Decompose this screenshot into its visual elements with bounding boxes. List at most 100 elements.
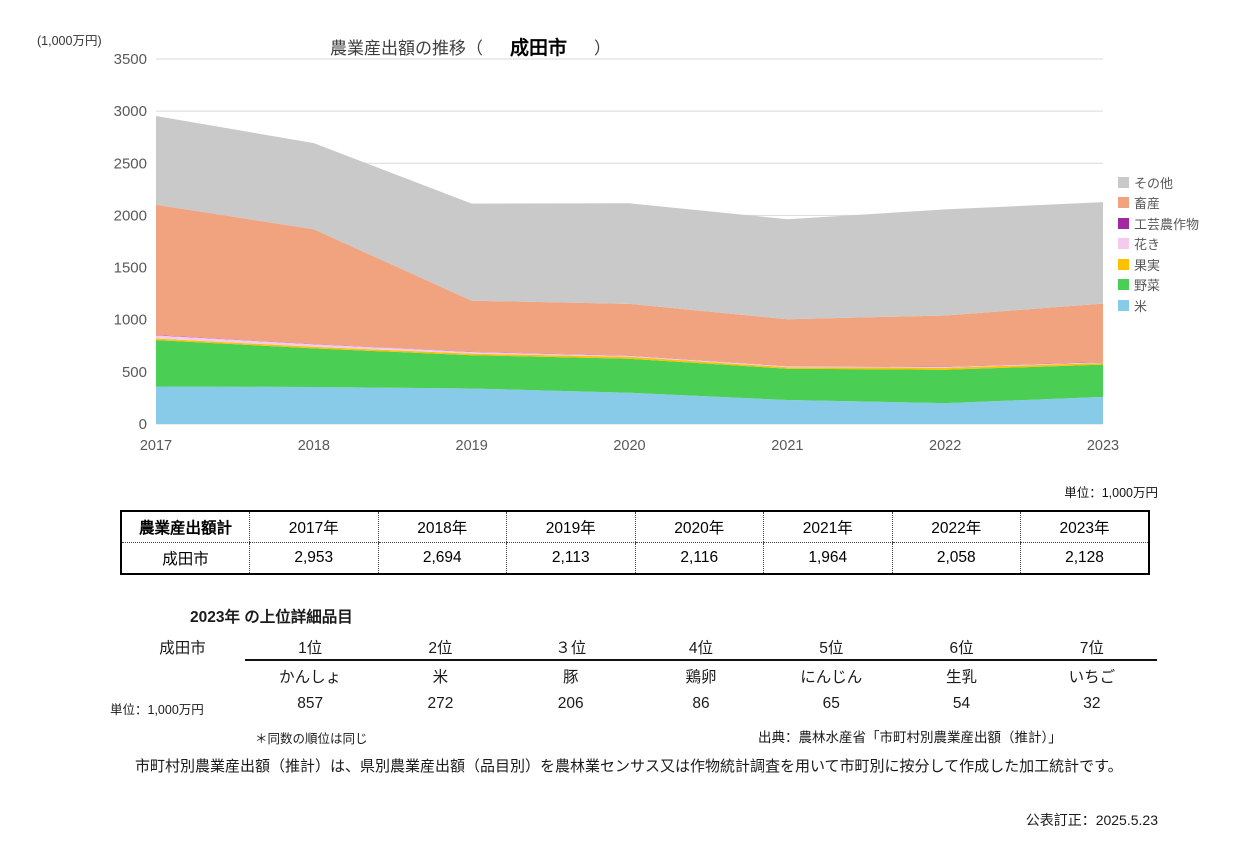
legend-item: 花き [1118, 234, 1199, 255]
legend-label: 野菜 [1134, 278, 1161, 294]
chart-title: 農業産出額の推移（ 成田市 ） [330, 33, 611, 60]
summary-header-label: 農業産出額計 [121, 511, 250, 543]
chart-title-suffix: ） [594, 39, 612, 58]
legend-swatch-icon [1118, 299, 1129, 311]
ranking-rank-cell: 4位 [688, 640, 714, 657]
ranking-unit-label: 単位：1,000万円 [110, 703, 204, 717]
legend-swatch-icon [1118, 217, 1129, 229]
legend-item: 工芸農作物 [1118, 213, 1199, 234]
x-axis-tick-label: 2023 [1087, 438, 1119, 454]
area-series-野菜 [156, 340, 1103, 404]
ranking-value-cell: 86 [692, 695, 710, 712]
ranking-value-cell: 206 [557, 695, 584, 712]
summary-year-header: 2017年 [249, 511, 378, 543]
y-axis-tick-label: 2500 [114, 155, 147, 172]
summary-header-row: 農業産出額計 2017年 2018年 2019年 2020年 2021年 2022年 202… [121, 511, 1149, 543]
area-series-その他 [156, 116, 1103, 320]
y-axis-tick-label: 2000 [114, 207, 147, 224]
summary-value-cell: 2,113 [506, 542, 635, 574]
legend-label: 工芸農作物 [1134, 216, 1200, 232]
ranking-rank-row: 1位 2位 ３位 4位 5位 6位 7位 [245, 636, 1157, 658]
same-rank-footnote: ＊同数の順位は同じ [255, 732, 368, 746]
ranking-rank-cell: 6位 [949, 640, 974, 657]
legend-swatch-icon [1118, 279, 1129, 291]
ranking-item-cell: にんじん [800, 669, 863, 686]
ranking-value-row: 857 272 206 86 65 54 32 [245, 695, 1157, 713]
chart-title-city: 成田市 [510, 38, 568, 59]
ranking-rank-cell: 2位 [428, 640, 453, 657]
ranking-item-cell: 鶏卵 [685, 669, 717, 686]
ranking-item-cell: 米 [432, 669, 449, 686]
ranking-value-cell: 54 [952, 695, 971, 712]
x-axis-tick-label: 2019 [456, 438, 488, 454]
x-axis-tick-label: 2017 [140, 438, 172, 454]
legend-item: 米 [1118, 295, 1199, 316]
legend-label: 米 [1134, 298, 1148, 314]
ranking-rank-cell: 1位 [298, 640, 323, 657]
source-footnote: 出典：農林水産省「市町村別農業産出額（推計）」 [758, 730, 1062, 745]
ranking-value-cell: 65 [822, 695, 840, 712]
y-axis-unit-label: (1,000万円) [37, 34, 102, 48]
summary-year-header: 2020年 [634, 511, 764, 543]
legend-item: 果実 [1118, 254, 1199, 275]
x-axis-tick-label: 2020 [613, 438, 645, 454]
ranking-rank-cell: 5位 [819, 640, 844, 657]
summary-value-cell: 2,058 [891, 542, 1021, 574]
ranking-item-cell: 生乳 [946, 669, 978, 686]
legend-label: 畜産 [1134, 196, 1161, 212]
stacked-area-chart: 0 500 1000 1500 2000 2500 3000 3500 2017 2018 2019… [114, 51, 1120, 454]
ranking-rank-cell: ３位 [555, 640, 587, 657]
x-axis-tick-label: 2021 [771, 438, 803, 454]
revision-date: 公表訂正：2025.5.23 [1025, 812, 1158, 828]
ranking-value-cell: 32 [1083, 695, 1101, 712]
summary-year-header: 2022年 [891, 511, 1021, 543]
ranking-title: 2023年 の上位詳細品目 [190, 609, 353, 626]
summary-value-cell: 2,128 [1020, 542, 1149, 574]
summary-value-cell: 1,964 [763, 542, 892, 574]
ranking-value-cell: 272 [427, 695, 454, 712]
y-axis-tick-label: 1000 [114, 312, 147, 329]
summary-year-header: 2023年 [1020, 511, 1149, 543]
ranking-item-cell: 豚 [562, 669, 579, 686]
summary-year-header: 2021年 [763, 511, 892, 543]
legend-swatch-icon [1118, 238, 1129, 250]
legend-label: 花き [1134, 237, 1161, 253]
area-series-畜産 [156, 204, 1103, 367]
y-axis-tick-label: 3000 [114, 103, 147, 120]
area-series-米 [156, 386, 1103, 424]
summary-table: 農業産出額計 2017年 2018年 2019年 2020年 2021年 2022年 202… [120, 510, 1150, 575]
ranking-value-cell: 857 [297, 695, 324, 712]
summary-year-header: 2018年 [377, 511, 507, 543]
legend-item: 野菜 [1118, 275, 1199, 296]
legend-swatch-icon [1118, 176, 1129, 188]
description-note: 市町村別農業産出額（推計）は、県別農業産出額（品目別）を農林業センサス又は作物統… [135, 758, 1123, 775]
ranking-rank-cell: 7位 [1079, 640, 1104, 657]
y-axis-tick-label: 500 [122, 364, 147, 381]
summary-value-cell: 2,953 [249, 542, 378, 574]
summary-year-header: 2019年 [506, 511, 635, 543]
chart-legend: その他畜産工芸農作物花き果実野菜米 [1118, 172, 1199, 316]
ranking-row-label: 成田市 [159, 640, 206, 657]
x-axis-tick-label: 2022 [929, 438, 961, 454]
ranking-item-cell: いちご [1068, 669, 1116, 686]
y-axis-tick-label: 0 [139, 416, 147, 433]
legend-label: 果実 [1134, 257, 1161, 273]
legend-label: その他 [1134, 175, 1174, 191]
area-series-果実 [156, 338, 1103, 370]
summary-value-cell: 2,116 [634, 542, 764, 574]
y-axis-tick-label: 3500 [114, 51, 147, 68]
summary-data-row: 成田市 2,953 2,694 2,113 2,116 1,964 2,058 2,128 [121, 542, 1149, 574]
legend-item: その他 [1118, 172, 1199, 193]
ranking-underline [245, 659, 1157, 661]
summary-row-label: 成田市 [162, 551, 209, 568]
summary-table-unit-note: 単位：1,000万円 [1064, 486, 1158, 500]
ranking-item-row: かんしょ 米 豚 鶏卵 にんじん 生乳 いちご [245, 665, 1157, 687]
chart-title-prefix: 農業産出額の推移（ [330, 39, 483, 58]
ranking-item-cell: かんしょ [279, 669, 342, 686]
legend-swatch-icon [1118, 258, 1129, 270]
legend-swatch-icon [1118, 197, 1129, 209]
y-axis-tick-label: 1500 [114, 260, 147, 277]
x-axis-tick-label: 2018 [298, 438, 330, 454]
summary-value-cell: 2,694 [377, 542, 507, 574]
